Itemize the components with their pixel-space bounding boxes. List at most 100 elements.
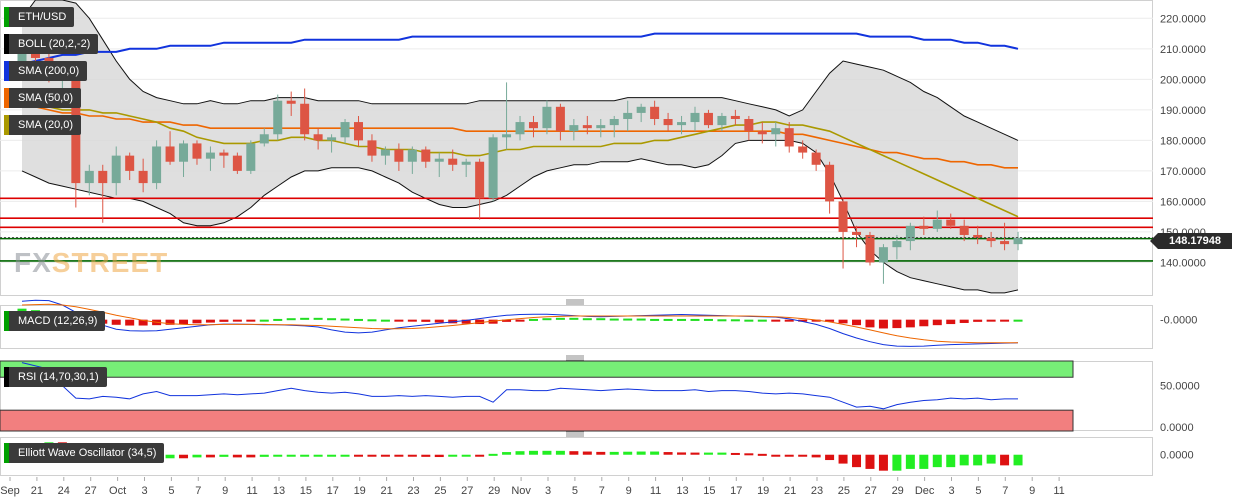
- x-tick-label: 7: [195, 485, 201, 497]
- legend-sma20[interactable]: SMA (20,0): [4, 115, 82, 135]
- legend-boll[interactable]: BOLL (20,2,-2): [4, 34, 99, 54]
- macd-histogram-bar: [192, 319, 202, 324]
- rsi-oversold-zone: [0, 409, 1074, 432]
- candle-body: [246, 143, 256, 171]
- ewo-histogram-bar: [340, 454, 350, 457]
- macd-histogram-bar: [650, 318, 660, 321]
- candle-body: [905, 225, 915, 242]
- ewo-histogram-bar: [784, 454, 794, 457]
- macd-panel[interactable]: [17, 299, 1023, 347]
- x-tick-label: 24: [58, 485, 70, 497]
- ewo-histogram-bar: [905, 454, 915, 469]
- x-tick-label: 3: [545, 485, 551, 497]
- macd-histogram-bar: [663, 318, 673, 321]
- macd-histogram-bar: [354, 318, 363, 321]
- candle-body: [421, 149, 431, 162]
- macd-histogram-bar: [1013, 319, 1023, 322]
- watermark-street: STREET: [51, 247, 169, 278]
- ewo-histogram-bar: [488, 453, 498, 456]
- legend-sma200[interactable]: SMA (200,0): [4, 61, 88, 81]
- rsi-panel[interactable]: [0, 360, 1074, 432]
- ewo-histogram-bar: [717, 452, 727, 455]
- ewo-histogram-bar: [286, 454, 296, 457]
- macd-histogram-bar: [286, 318, 296, 321]
- legend-swatch: [4, 115, 9, 135]
- candle-body: [125, 155, 135, 171]
- x-tick-label: 11: [246, 485, 257, 497]
- ewo-histogram-bar: [179, 454, 189, 459]
- macd-histogram-bar: [340, 318, 350, 321]
- price-tick-label: 140.0000: [1160, 257, 1206, 269]
- candle-body: [179, 143, 189, 162]
- macd-histogram-bar: [367, 319, 377, 322]
- ewo-histogram-bar: [878, 454, 888, 471]
- ewo-histogram-bar: [205, 454, 215, 458]
- candle-body: [717, 115, 727, 126]
- macd-histogram-bar: [380, 319, 390, 322]
- watermark-fx: FX: [14, 247, 52, 278]
- macd-histogram-bar: [623, 318, 633, 321]
- ewo-histogram-bar: [300, 454, 310, 457]
- candle-body: [219, 152, 229, 156]
- ewo-histogram-bar: [259, 454, 269, 457]
- ewo-panel[interactable]: [17, 442, 1023, 471]
- candle-body: [744, 119, 754, 132]
- ewo-histogram-bar: [852, 454, 862, 468]
- macd-histogram-bar: [421, 319, 431, 322]
- panel-frame: [0, 437, 1153, 476]
- macd-histogram-bar: [542, 318, 552, 321]
- macd-histogram-bar: [811, 319, 821, 322]
- candle-body: [609, 119, 619, 126]
- macd-histogram-bar: [555, 317, 565, 320]
- macd-histogram-bar: [717, 319, 727, 322]
- candle-body: [596, 125, 606, 129]
- x-tick-label: 5: [975, 485, 981, 497]
- macd-histogram-bar: [730, 319, 740, 322]
- macd-histogram-bar: [703, 318, 713, 321]
- candle-body: [757, 131, 767, 135]
- x-tick-label: 11: [650, 485, 661, 497]
- legend-label: SMA (200,0): [18, 65, 80, 77]
- ewo-histogram-bar: [609, 451, 619, 455]
- ewo-histogram-bar: [528, 450, 538, 455]
- macd-histogram-bar: [932, 319, 942, 326]
- rsi-tick-label: 50.0000: [1160, 381, 1200, 393]
- candle-body: [542, 106, 552, 129]
- macd-histogram-bar: [407, 319, 417, 322]
- x-tick-label: 17: [327, 485, 339, 497]
- macd-histogram-bar: [878, 319, 888, 329]
- macd-histogram-bar: [327, 318, 337, 321]
- ewo-histogram-bar: [327, 454, 337, 457]
- candle-body: [461, 161, 471, 165]
- fxstreet-watermark: FXSTREET: [14, 247, 168, 279]
- legend-rsi[interactable]: RSI (14,70,30,1): [4, 367, 107, 387]
- candle-body: [367, 140, 377, 156]
- candle-body: [946, 219, 956, 226]
- x-tick-label: 3: [141, 485, 147, 497]
- x-tick-label: 9: [1029, 485, 1035, 497]
- legend-label: SMA (20,0): [18, 119, 74, 131]
- x-tick-label: 27: [461, 485, 473, 497]
- macd-histogram-bar: [219, 319, 229, 322]
- x-tick-label: 25: [434, 485, 446, 497]
- x-tick-label: 15: [300, 485, 312, 497]
- price-panel[interactable]: [0, 0, 1153, 294]
- legend-ethusd[interactable]: ETH/USD: [4, 7, 75, 27]
- legend-sma50[interactable]: SMA (50,0): [4, 88, 82, 108]
- macd-histogram-bar: [582, 318, 592, 321]
- candle-body: [690, 112, 700, 123]
- x-tick-label: 7: [599, 485, 605, 497]
- ewo-histogram-bar: [690, 452, 700, 455]
- macd-histogram-bar: [946, 319, 956, 325]
- candle-body: [623, 112, 633, 120]
- x-tick-label: 13: [676, 485, 688, 497]
- candle-body: [1013, 238, 1023, 245]
- macd-histogram-bar: [461, 319, 471, 324]
- macd-histogram-bar: [919, 319, 929, 327]
- legend-macd[interactable]: MACD (12,26,9): [4, 311, 106, 331]
- legend-ewo[interactable]: Elliott Wave Oscillator (34,5): [4, 443, 165, 463]
- legend-swatch: [4, 61, 9, 81]
- candle-body: [730, 115, 740, 120]
- ewo-histogram-bar: [421, 454, 431, 457]
- x-tick-label: 13: [273, 485, 285, 497]
